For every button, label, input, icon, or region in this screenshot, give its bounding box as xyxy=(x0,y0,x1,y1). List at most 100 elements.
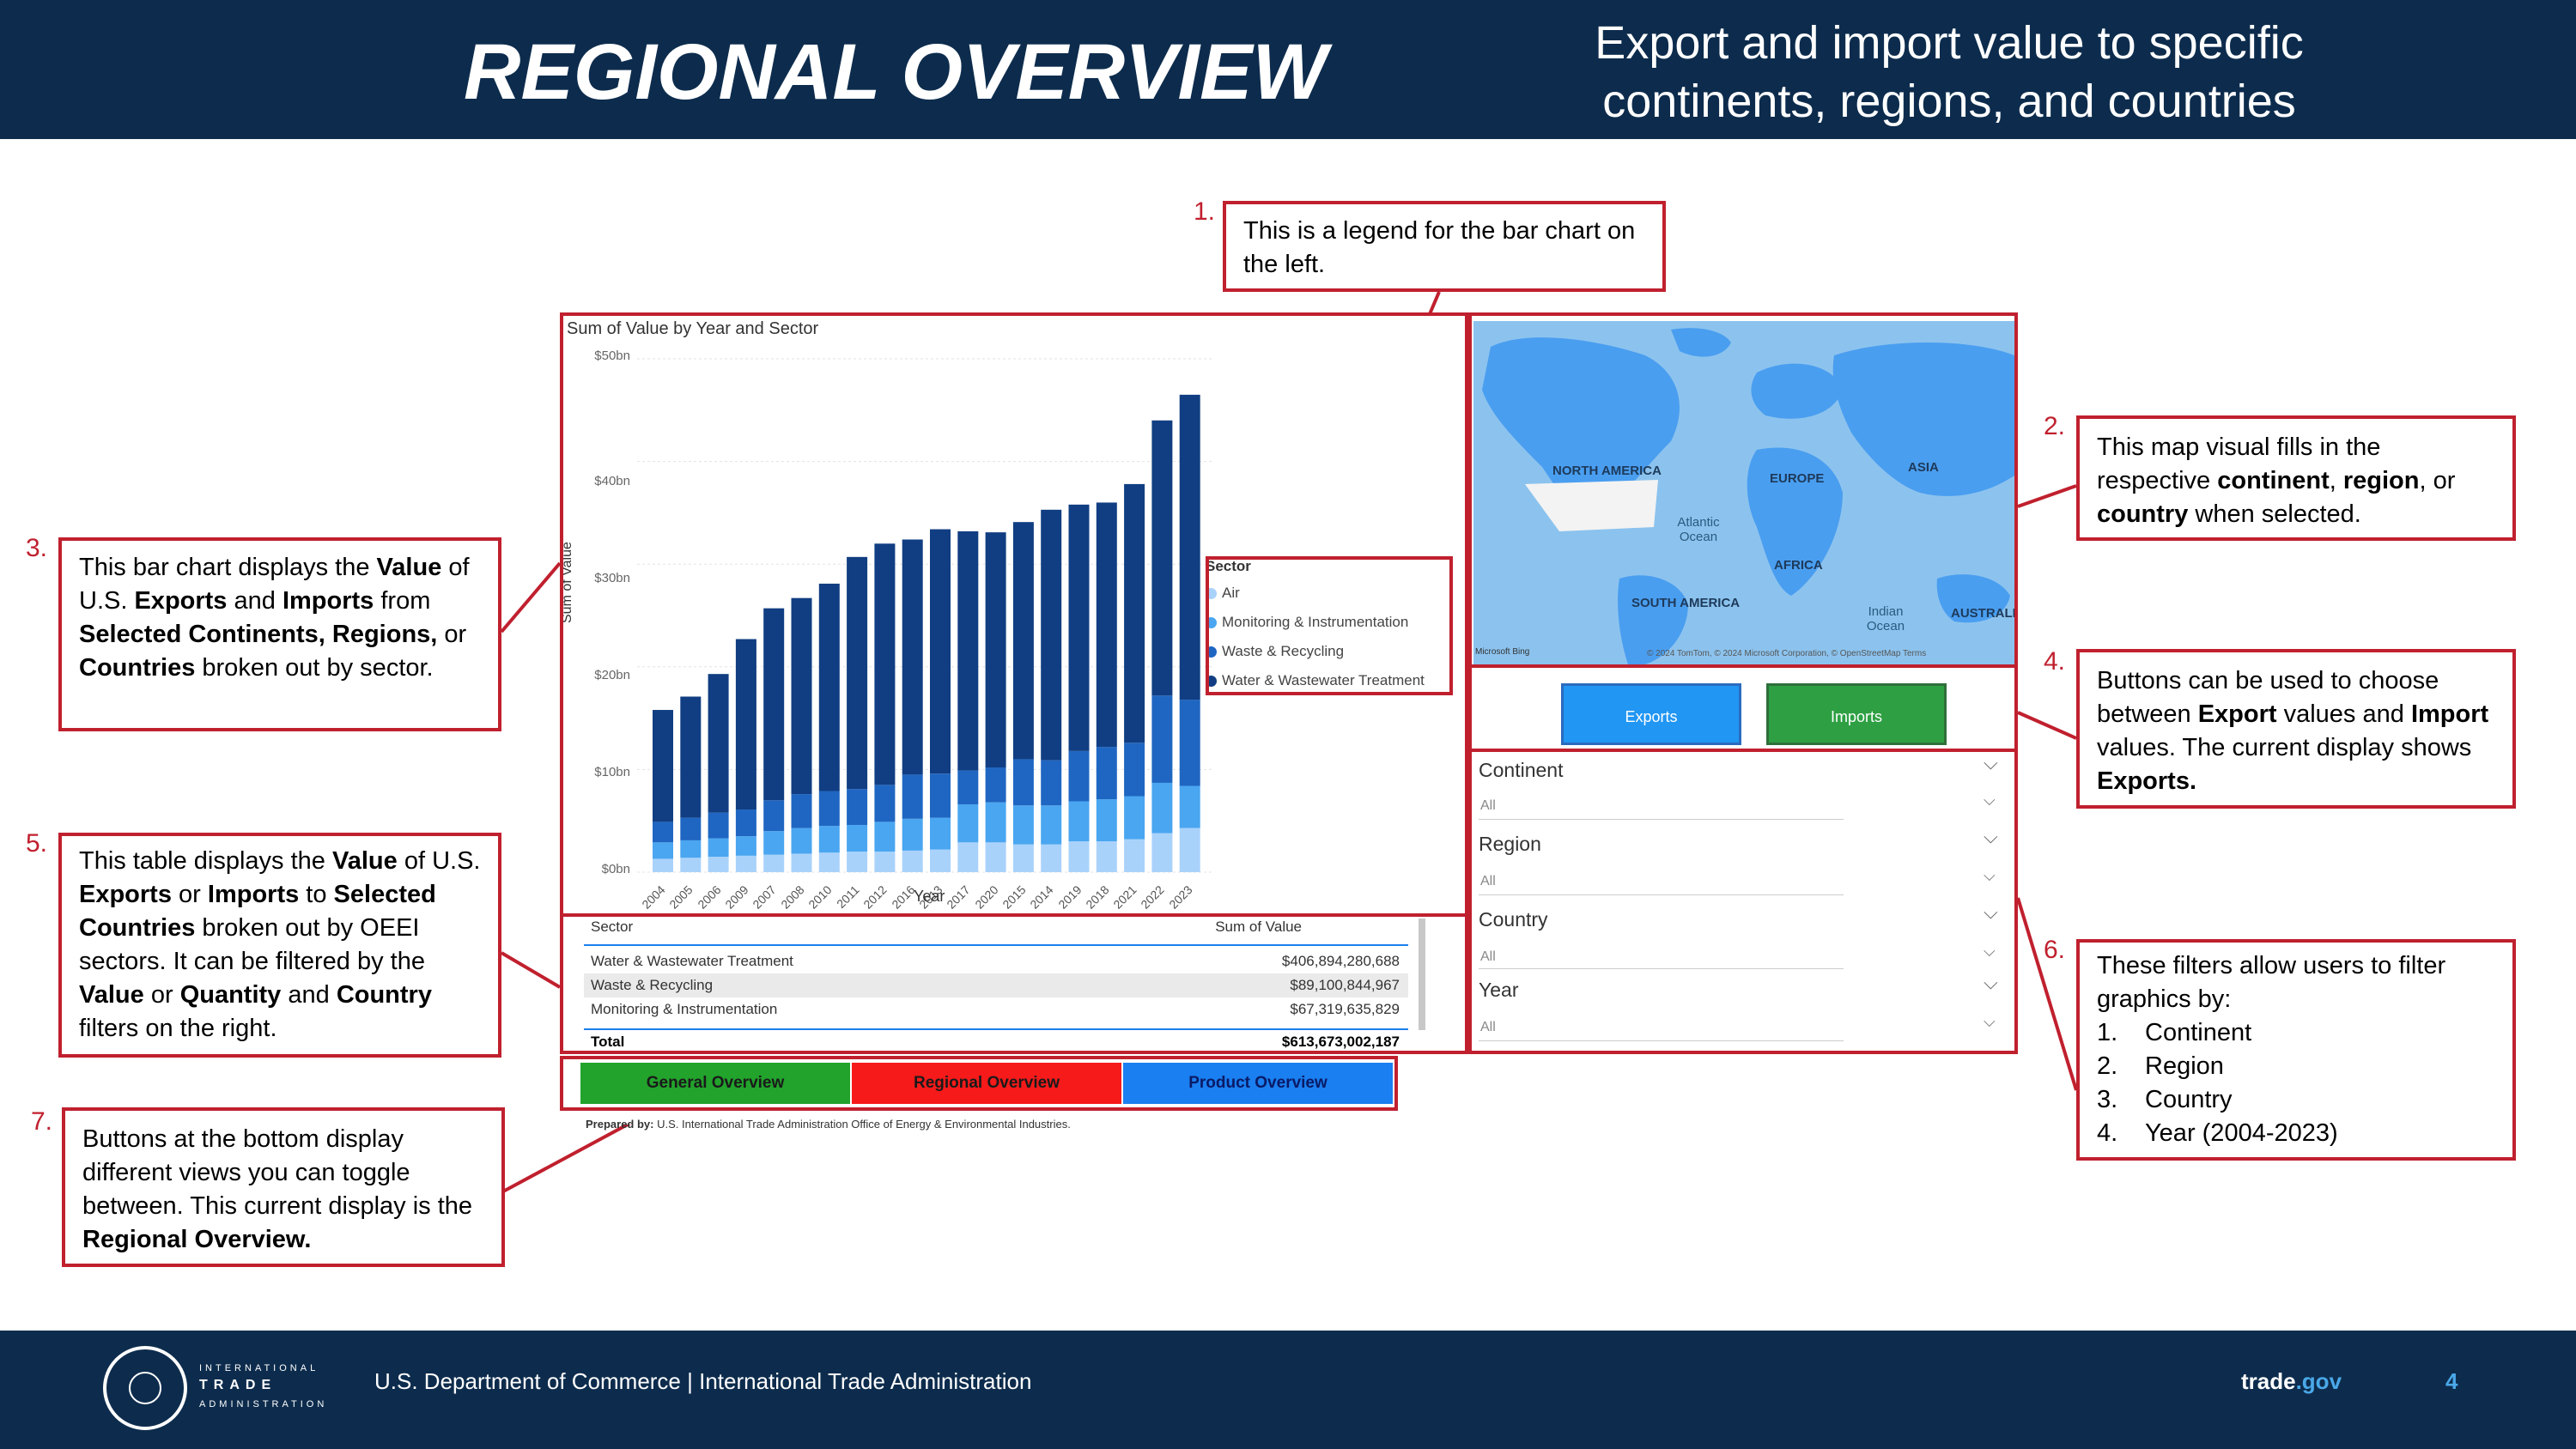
bar-segment[interactable] xyxy=(708,838,729,858)
bar-segment[interactable] xyxy=(1124,483,1145,743)
chevron-down-icon[interactable]: ⌵ xyxy=(1984,791,1996,809)
bar-segment[interactable] xyxy=(957,530,979,771)
bar-segment[interactable] xyxy=(874,543,896,785)
bar-segment[interactable] xyxy=(1096,502,1117,748)
bar-segment[interactable] xyxy=(680,817,702,840)
bar-segment[interactable] xyxy=(1096,747,1117,800)
bar-segment[interactable] xyxy=(735,836,756,856)
bar-segment[interactable] xyxy=(930,817,951,850)
bar-segment[interactable] xyxy=(735,809,756,837)
bar-segment[interactable] xyxy=(791,853,812,872)
bar-segment[interactable] xyxy=(680,840,702,858)
bar-segment[interactable] xyxy=(653,710,673,822)
filter-country-value[interactable]: All xyxy=(1480,949,1496,964)
bar-segment[interactable] xyxy=(902,850,923,872)
bar-segment[interactable] xyxy=(957,770,979,805)
chevron-down-icon[interactable]: ⌵ xyxy=(1984,943,1996,960)
bar-segment[interactable] xyxy=(1151,695,1173,783)
bar-segment[interactable] xyxy=(1068,750,1090,802)
regional-overview-button[interactable]: Regional Overview xyxy=(852,1063,1121,1104)
bar-segment[interactable] xyxy=(1124,839,1145,872)
bar-segment[interactable] xyxy=(791,794,812,828)
bar-segment[interactable] xyxy=(1179,394,1200,700)
bar-segment[interactable] xyxy=(1012,759,1034,806)
bar-segment[interactable] xyxy=(1068,801,1090,842)
footer-site-link[interactable]: trade.gov xyxy=(2241,1368,2342,1395)
bar-segment[interactable] xyxy=(847,824,868,852)
bar-segment[interactable] xyxy=(653,822,673,843)
bar-segment[interactable] xyxy=(930,529,951,774)
table-scrollbar[interactable] xyxy=(1419,919,1425,1030)
bar-segment[interactable] xyxy=(818,583,840,791)
bar-segment[interactable] xyxy=(847,556,868,790)
filter-continent-value[interactable]: All xyxy=(1480,798,1496,813)
bar-segment[interactable] xyxy=(1151,420,1173,696)
bar-segment[interactable] xyxy=(1151,833,1173,872)
bar-segment[interactable] xyxy=(1096,841,1117,872)
bar-segment[interactable] xyxy=(1012,805,1034,845)
bar-segment[interactable] xyxy=(791,828,812,854)
bar-segment[interactable] xyxy=(708,857,729,872)
chevron-down-icon[interactable]: ⌵ xyxy=(1984,752,1998,773)
chevron-down-icon[interactable]: ⌵ xyxy=(1984,867,1996,884)
bar-segment[interactable] xyxy=(985,532,1006,768)
bar-segment[interactable] xyxy=(1041,844,1062,872)
bar-segment[interactable] xyxy=(1179,785,1200,828)
filter-region-value[interactable]: All xyxy=(1480,874,1496,888)
bar-segment[interactable] xyxy=(902,774,923,819)
bar-segment[interactable] xyxy=(1179,700,1200,786)
bar-segment[interactable] xyxy=(818,791,840,827)
bar-segment[interactable] xyxy=(902,818,923,851)
bar-segment[interactable] xyxy=(1041,805,1062,845)
bar-segment[interactable] xyxy=(763,608,785,801)
bar-segment[interactable] xyxy=(653,842,673,859)
bar-segment[interactable] xyxy=(763,800,785,832)
bar-segment[interactable] xyxy=(874,785,896,822)
bar-segment[interactable] xyxy=(818,852,840,872)
bar-segment[interactable] xyxy=(957,842,979,872)
bar-segment[interactable] xyxy=(1151,782,1173,834)
bar-segment[interactable] xyxy=(680,696,702,818)
bar-segment[interactable] xyxy=(708,674,729,813)
bar-segment[interactable] xyxy=(985,802,1006,843)
chevron-down-icon[interactable]: ⌵ xyxy=(1984,826,1998,847)
exports-button[interactable]: Exports xyxy=(1561,683,1741,745)
bar-segment[interactable] xyxy=(735,855,756,872)
general-overview-button[interactable]: General Overview xyxy=(580,1063,850,1104)
bar-segment[interactable] xyxy=(708,812,729,839)
table-header-sector[interactable]: Sector xyxy=(591,919,634,935)
bar-segment[interactable] xyxy=(1041,509,1062,761)
world-map[interactable]: NORTH AMERICA EUROPE ASIA AFRICA SOUTH A… xyxy=(1473,321,2014,664)
bar-segment[interactable] xyxy=(1012,844,1034,872)
bar-segment[interactable] xyxy=(930,849,951,872)
bar-segment[interactable] xyxy=(874,852,896,872)
chevron-down-icon[interactable]: ⌵ xyxy=(1984,972,1998,993)
bar-segment[interactable] xyxy=(985,767,1006,803)
bar-segment[interactable] xyxy=(763,854,785,872)
bar-segment[interactable] xyxy=(957,804,979,843)
filter-year-value[interactable]: All xyxy=(1480,1020,1496,1034)
bar-segment[interactable] xyxy=(1179,828,1200,872)
chevron-down-icon[interactable]: ⌵ xyxy=(1984,901,1998,923)
bar-segment[interactable] xyxy=(1096,799,1117,842)
bar-segment[interactable] xyxy=(985,842,1006,872)
bar-segment[interactable] xyxy=(763,831,785,855)
bar-segment[interactable] xyxy=(680,858,702,872)
bar-segment[interactable] xyxy=(653,858,673,872)
product-overview-button[interactable]: Product Overview xyxy=(1123,1063,1393,1104)
imports-button[interactable]: Imports xyxy=(1766,683,1947,745)
bar-segment[interactable] xyxy=(902,539,923,775)
bar-segment[interactable] xyxy=(1124,796,1145,840)
bar-segment[interactable] xyxy=(735,639,756,810)
bar-segment[interactable] xyxy=(1012,522,1034,760)
table-header-value[interactable]: Sum of Value xyxy=(1215,919,1302,935)
bar-segment[interactable] xyxy=(1068,841,1090,872)
bar-segment[interactable] xyxy=(1068,504,1090,751)
bar-segment[interactable] xyxy=(818,826,840,853)
bar-segment[interactable] xyxy=(1124,743,1145,797)
bar-segment[interactable] xyxy=(847,789,868,825)
bar-segment[interactable] xyxy=(1041,760,1062,806)
chevron-down-icon[interactable]: ⌵ xyxy=(1984,1013,1996,1030)
bar-segment[interactable] xyxy=(847,852,868,872)
bar-segment[interactable] xyxy=(791,597,812,795)
